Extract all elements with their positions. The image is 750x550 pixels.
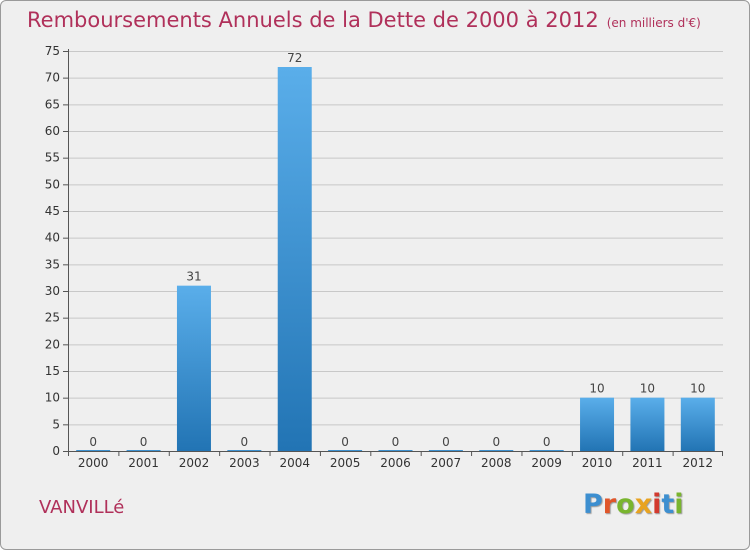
y-tick-label-60: 60 [45, 124, 60, 138]
bar-2009 [529, 450, 564, 451]
x-tick-label-2004: 2004 [279, 456, 310, 470]
bar-2010 [580, 397, 615, 451]
bar-2012 [680, 397, 715, 451]
x-tick-label-2008: 2008 [481, 456, 512, 470]
y-tick-label-0: 0 [52, 444, 60, 458]
data-label-2002: 31 [186, 270, 201, 284]
bar-2006 [378, 450, 413, 451]
data-label-2003: 0 [241, 435, 249, 449]
data-label-2000: 0 [89, 435, 97, 449]
bar-2001 [126, 450, 161, 451]
y-tick-label-55: 55 [45, 151, 60, 165]
x-tick-label-2000: 2000 [78, 456, 109, 470]
x-tick-label-2009: 2009 [531, 456, 562, 470]
data-label-2011: 10 [640, 382, 655, 396]
y-tick-label-50: 50 [45, 177, 60, 191]
x-tick-label-2005: 2005 [330, 456, 361, 470]
bar-2005 [328, 450, 363, 451]
chart-title: Remboursements Annuels de la Dette de 20… [27, 8, 701, 32]
chart-title-text: Remboursements Annuels de la Dette de 20… [27, 8, 599, 32]
x-tick-label-2007: 2007 [431, 456, 462, 470]
data-label-2007: 0 [442, 435, 450, 449]
bar-2011 [630, 397, 665, 451]
x-tick-label-2010: 2010 [582, 456, 613, 470]
y-tick-label-20: 20 [45, 337, 60, 351]
bar-2007 [428, 450, 463, 451]
labels: 0 5 10 15 20 25 30 35 40 45 50 55 60 65 70 75 2000 0 2001 0… [45, 44, 713, 470]
x-tick-label-2001: 2001 [128, 456, 159, 470]
y-tick-label-10: 10 [45, 391, 60, 405]
commune-name: VANVILLé [39, 497, 125, 518]
bar-2000 [76, 450, 111, 451]
y-tick-label-25: 25 [45, 311, 60, 325]
data-label-2006: 0 [392, 435, 400, 449]
chart-unit-note: (en milliers d'€) [606, 16, 701, 30]
y-tick-label-75: 75 [45, 44, 60, 58]
y-tick-label-65: 65 [45, 97, 60, 111]
logo-letter: x [634, 489, 653, 520]
data-label-2009: 0 [543, 435, 551, 449]
data-label-2008: 0 [492, 435, 500, 449]
x-tick-label-2006: 2006 [380, 456, 411, 470]
data-label-2004: 72 [287, 51, 302, 65]
y-tick-label-30: 30 [45, 284, 60, 298]
bar-2004 [277, 67, 312, 451]
logo-letter: o [616, 489, 635, 520]
bar-2008 [479, 450, 514, 451]
bar-2003 [227, 450, 262, 451]
proxiti-logo[interactable]: Proxiti [583, 489, 684, 520]
y-tick-label-70: 70 [45, 71, 60, 85]
data-label-2012: 10 [690, 382, 705, 396]
y-tick-label-5: 5 [52, 417, 60, 431]
y-tick-label-15: 15 [45, 364, 60, 378]
x-tick-label-2011: 2011 [632, 456, 663, 470]
bar-2002 [176, 285, 211, 451]
logo-letter: t [661, 489, 675, 520]
data-label-2001: 0 [140, 435, 148, 449]
y-tick-label-45: 45 [45, 204, 60, 218]
bars [76, 67, 715, 451]
y-tick-label-35: 35 [45, 257, 60, 271]
logo-letter: i [652, 489, 662, 520]
logo-letter: i [674, 489, 684, 520]
x-tick-label-2012: 2012 [683, 456, 714, 470]
axes [63, 49, 723, 456]
x-tick-label-2003: 2003 [229, 456, 260, 470]
grid-lines [68, 51, 723, 452]
data-label-2005: 0 [341, 435, 349, 449]
data-label-2010: 10 [589, 382, 604, 396]
logo-letter: P [583, 489, 603, 520]
logo-letter: r [602, 489, 617, 520]
x-tick-label-2002: 2002 [179, 456, 210, 470]
y-tick-label-40: 40 [45, 231, 60, 245]
